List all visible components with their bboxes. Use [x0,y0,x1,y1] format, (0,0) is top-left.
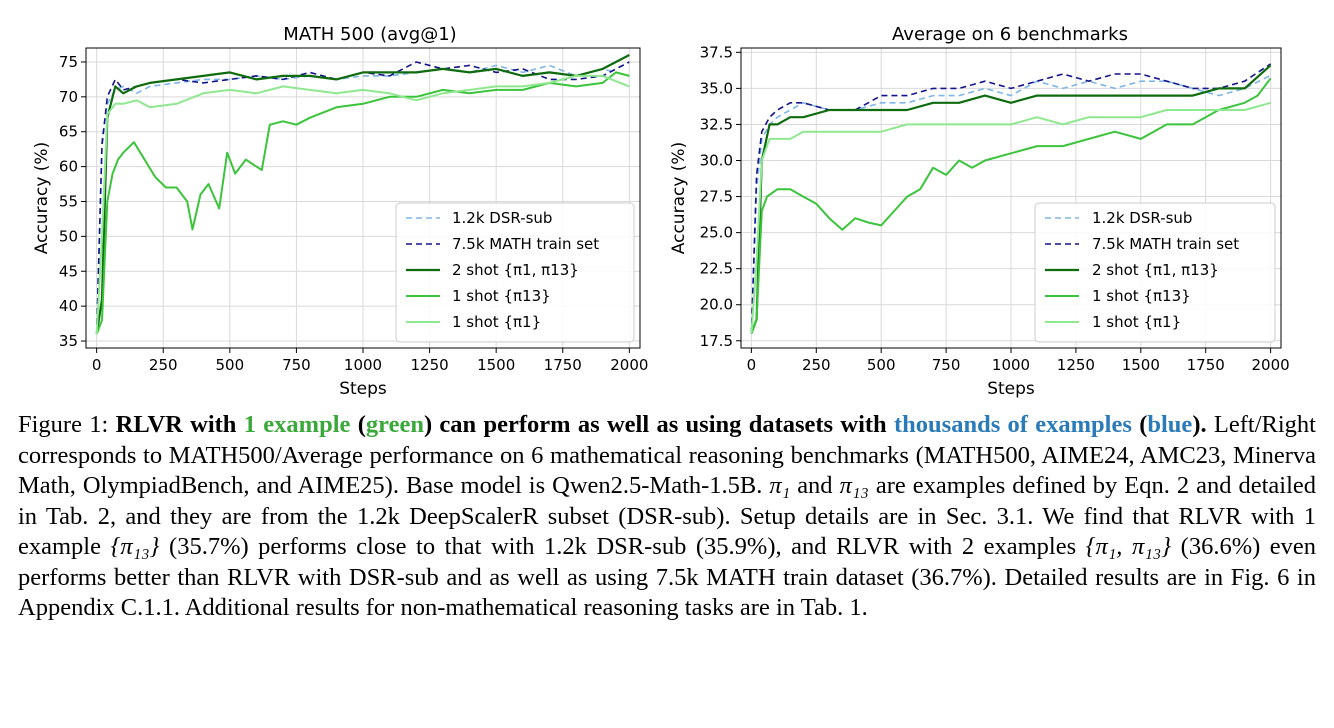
caption-label: Figure 1: [18,411,109,438]
caption-blue-text: thousands of examples [894,411,1132,438]
series-line-one13 [750,77,1272,334]
legend-label: 2 shot {π1, π13} [452,261,579,279]
y-axis-label: Accuracy (%) [32,142,52,254]
legend-label: 1.2k DSR-sub [452,209,552,227]
x-tick-label: 1750 [544,356,582,374]
y-tick-label: 55 [59,192,78,210]
chart-title: Average on 6 benchmarks [892,24,1128,45]
chart-title: MATH 500 (avg@1) [283,24,456,45]
x-tick-label: 750 [282,356,311,374]
series-group [750,63,1272,334]
legend-label: 7.5k MATH train set [1092,235,1239,253]
x-ticks: 0 250 500 750 1000 1250 1500 1750 2000 [92,356,649,374]
caption-text: are examples defined by Eqn. 2 and detai… [18,472,1317,560]
y-tick-label: 75 [59,53,78,71]
x-tick-label: 750 [932,356,961,374]
x-axis-label: Steps [339,379,387,399]
x-tick-label: 1000 [344,356,382,374]
caption-bold: RLVR with 1 example (green) can perform … [116,411,1207,438]
caption-bold-text: ) can perform as well as using datasets … [423,411,887,438]
legend-label: 1 shot {π1} [1092,313,1181,331]
x-tick-label: 1500 [1122,356,1160,374]
series-group [95,54,630,335]
caption-bold-text: RLVR with [115,411,237,438]
y-tick-label: 70 [59,88,78,106]
x-tick-label: 0 [92,356,102,374]
series-line-one13 [95,71,630,335]
caption-blue-text: blue [1147,411,1193,438]
y-tick-label: 32.5 [700,115,733,133]
caption-text: and [797,472,833,499]
y-tick-label: 60 [59,158,78,176]
legend-box [1034,202,1276,343]
x-tick-label: 0 [747,356,757,374]
caption-bold-text: ( [1139,411,1148,438]
caption-bold-text: ). [1192,411,1207,438]
caption-math: π₁₃ [839,472,869,499]
legend-label: 1 shot {π13} [1092,287,1191,305]
x-tick-label: 2000 [1252,356,1290,374]
x-tick-label: 1250 [1057,356,1095,374]
legend-label: 2 shot {π1, π13} [1092,261,1219,279]
caption-math: {π₁₃} [110,533,160,560]
figure-1: MATH 500 (avg@1) 0 250 500 750 1000 1250… [32,24,1290,399]
legend: 1.2k DSR-sub 7.5k MATH train set 2 shot … [395,202,635,343]
y-tick-label: 35.0 [700,79,733,97]
y-tick-label: 25.0 [700,224,733,242]
x-tick-label: 500 [867,356,896,374]
x-tick-label: 1000 [992,356,1030,374]
legend-label: 1 shot {π1} [452,313,541,331]
chart-math500: MATH 500 (avg@1) 0 250 500 750 1000 1250… [32,24,648,399]
y-tick-label: 50 [59,227,78,245]
series-line-math [95,61,630,335]
caption-bold-text: ( [357,411,366,438]
caption-green-text: green [365,411,424,438]
x-tick-label: 2000 [610,356,648,374]
caption-math: {π₁, π₁₃} [1085,533,1172,560]
caption-text: (35.7%) performs close to that with 1.2k… [169,533,1077,560]
y-tick-label: 65 [59,123,78,141]
caption-green-text: 1 example [243,411,351,438]
figure-caption: Figure 1: RLVR with 1 example (green) ca… [18,410,1316,624]
legend: 1.2k DSR-sub 7.5k MATH train set 2 shot … [1034,202,1276,343]
series-line-math [750,63,1272,334]
x-tick-label: 250 [149,356,178,374]
x-tick-label: 1500 [477,356,515,374]
x-tick-label: 250 [802,356,831,374]
y-axis-label: Accuracy (%) [669,142,689,254]
y-tick-label: 27.5 [700,188,733,206]
y-tick-label: 40 [59,297,78,315]
series-line-dsr [95,64,630,335]
legend-box [395,202,635,343]
x-tick-label: 1250 [410,356,448,374]
caption-math: π₁ [769,472,791,499]
series-line-two [750,64,1272,334]
series-line-two [95,54,630,335]
x-tick-label: 1750 [1187,356,1225,374]
y-tick-label: 22.5 [700,260,733,278]
legend-label: 1 shot {π13} [452,287,551,305]
chart-average-6-benchmarks: Average on 6 benchmarks 0 250 500 750 10… [669,24,1290,399]
y-tick-label: 37.5 [700,43,733,61]
y-tick-label: 20.0 [700,296,733,314]
x-axis-label: Steps [987,379,1035,399]
y-ticks: 35 40 45 50 55 60 65 70 75 [59,53,78,350]
caption-text: Left/Right corresponds to MATH500/Averag… [18,411,1316,499]
x-ticks: 0 250 500 750 1000 1250 1500 1750 2000 [747,356,1290,374]
series-line-dsr [750,74,1271,334]
y-tick-label: 30.0 [700,152,733,170]
legend-label: 7.5k MATH train set [452,235,599,253]
legend-label: 1.2k DSR-sub [1092,209,1192,227]
series-line-one1 [750,101,1271,334]
y-ticks: 17.5 20.0 22.5 25.0 27.5 30.0 32.5 35.0 … [700,43,733,349]
series-line-one1 [95,74,630,335]
caption-text: (36.6%) even performs better than RLVR w… [18,533,1317,621]
y-tick-label: 35 [59,332,78,350]
y-tick-label: 45 [59,262,78,280]
x-tick-label: 500 [216,356,245,374]
y-tick-label: 17.5 [700,332,733,350]
